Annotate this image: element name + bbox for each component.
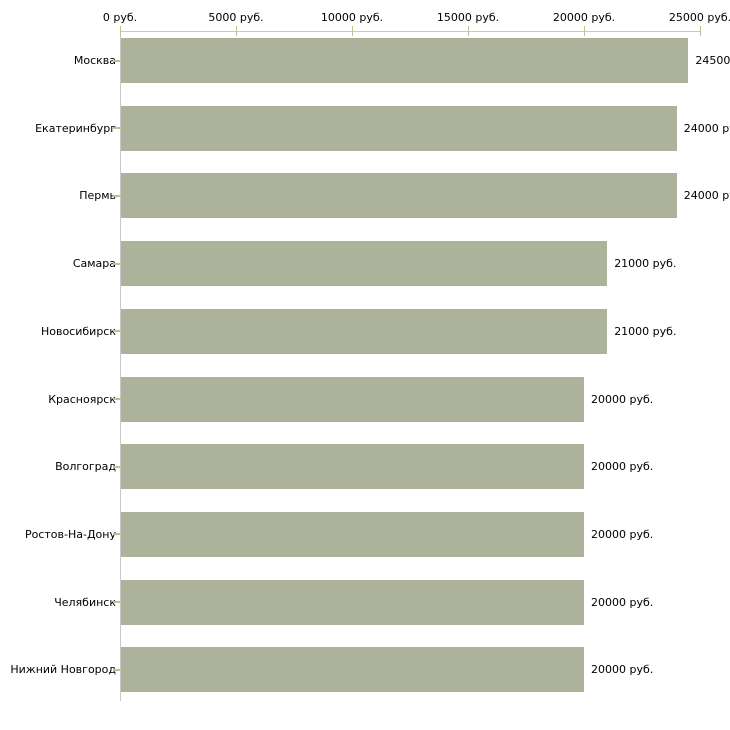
category-label: Ростов-На-Дону: [24, 527, 116, 541]
bar: [121, 579, 584, 625]
bar-row: Пермь 24000 руб.: [0, 173, 730, 219]
bar: [121, 173, 677, 219]
x-axis-tick-label: 5000 руб.: [208, 11, 264, 24]
bar: [121, 647, 584, 693]
category-label: Екатеринбург: [35, 121, 116, 135]
category-label: Волгоград: [55, 460, 116, 474]
x-axis-tick-mark: [468, 26, 469, 36]
value-label: 20000 руб.: [591, 460, 654, 474]
value-label: 20000 руб.: [591, 392, 654, 406]
y-axis-tick-mark: [113, 127, 121, 130]
bar-row: Нижний Новгород 20000 руб.: [0, 647, 730, 693]
x-axis-line: [120, 31, 701, 32]
y-axis-tick-mark: [113, 465, 121, 468]
y-axis-tick-mark: [113, 262, 121, 265]
value-label: 21000 руб.: [614, 324, 677, 338]
bar-row: Ростов-На-Дону 20000 руб.: [0, 511, 730, 557]
value-label: 24500 руб.: [695, 54, 730, 67]
bar-row: Новосибирск 21000 руб.: [0, 308, 730, 354]
bar: [121, 38, 689, 83]
category-label: Челябинск: [54, 595, 116, 609]
value-label: 21000 руб.: [614, 257, 677, 271]
bar-row: Волгоград 20000 руб.: [0, 444, 730, 490]
value-label: 24000 руб.: [683, 189, 730, 203]
y-axis-tick-mark: [113, 398, 121, 400]
x-axis-tick-mark: [352, 26, 353, 36]
bar-row: Челябинск 20000 руб.: [0, 579, 730, 625]
y-axis-tick-mark: [113, 668, 121, 671]
bar: [121, 308, 608, 354]
value-label: 20000 руб.: [591, 527, 654, 541]
bar-row: Самара 21000 руб.: [0, 241, 730, 287]
x-axis-tick-label: 10000 руб.: [320, 11, 384, 24]
bar: [121, 241, 608, 287]
value-label: 24000 руб.: [683, 121, 730, 135]
y-axis-tick-mark: [113, 533, 121, 536]
category-label: Красноярск: [48, 392, 116, 406]
x-axis-tick-label: 0 руб.: [102, 11, 138, 24]
category-label: Москва: [73, 54, 116, 67]
category-label: Самара: [72, 257, 116, 271]
bar: [121, 105, 677, 151]
x-axis-tick-mark: [236, 26, 237, 36]
x-axis-tick-label: 25000 руб.: [668, 11, 730, 24]
bar: [121, 511, 584, 557]
x-axis-tick-label: 15000 руб.: [436, 11, 500, 24]
category-label: Новосибирск: [40, 324, 116, 338]
y-axis-line: [120, 31, 121, 701]
bar-row: Москва 24500 руб.: [0, 38, 730, 83]
bar: [121, 376, 584, 422]
y-axis-tick-mark: [113, 330, 121, 333]
category-label: Нижний Новгород: [10, 663, 116, 677]
x-axis-tick-mark: [700, 26, 701, 36]
bar-row: Красноярск 20000 руб.: [0, 376, 730, 422]
x-axis-tick-mark: [584, 26, 585, 36]
value-label: 20000 руб.: [591, 663, 654, 677]
category-label: Пермь: [79, 189, 116, 203]
x-axis-tick-label: 20000 руб.: [552, 11, 616, 24]
y-axis-tick-mark: [113, 601, 121, 604]
x-axis-tick-mark: [120, 26, 121, 36]
y-axis-tick-mark: [113, 194, 121, 197]
y-axis-tick-mark: [113, 59, 121, 62]
value-label: 20000 руб.: [591, 595, 654, 609]
bar-row: Екатеринбург 24000 руб.: [0, 105, 730, 151]
bar: [121, 444, 584, 490]
